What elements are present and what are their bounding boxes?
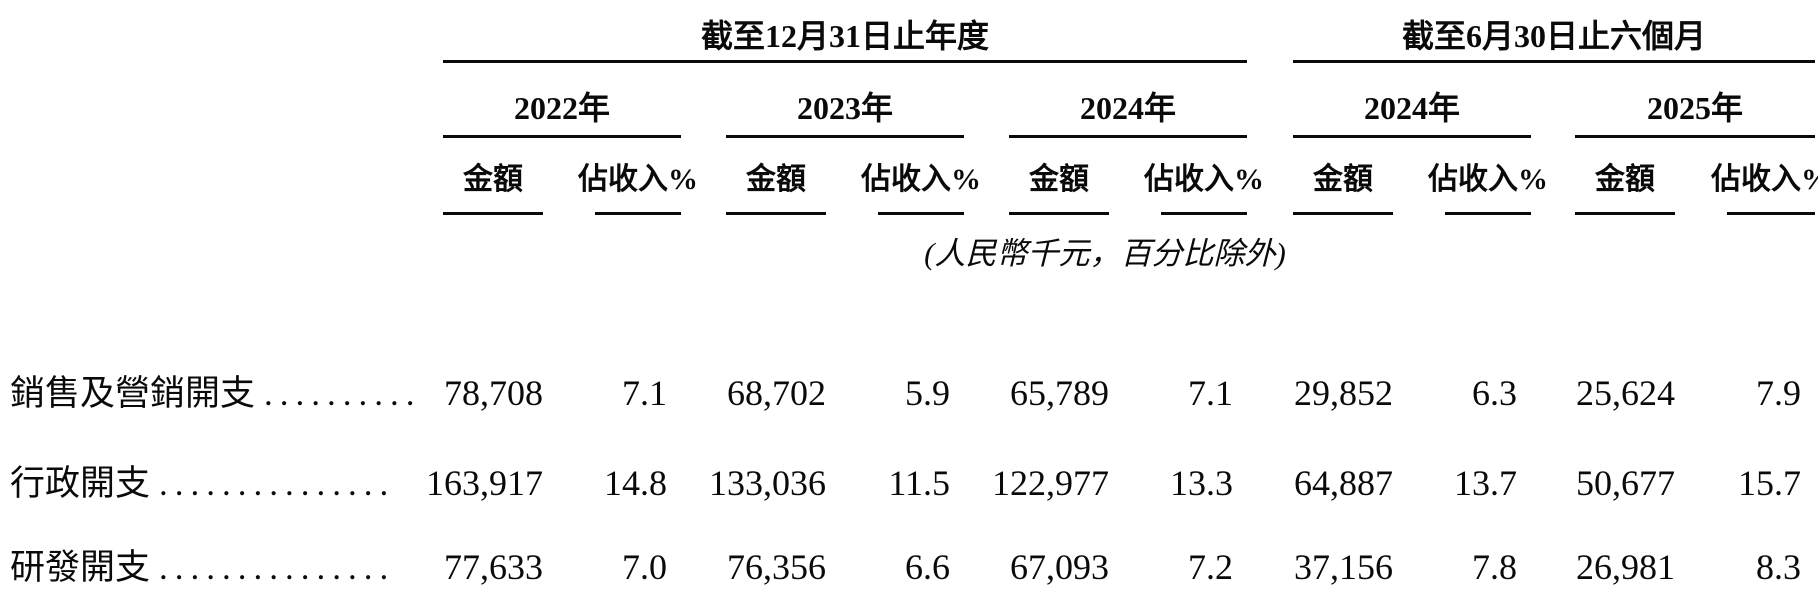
column-underline — [1727, 212, 1815, 215]
col-header-pct: 佔收入% — [1144, 163, 1264, 196]
column-underline — [878, 212, 964, 215]
column-underline — [1445, 212, 1531, 215]
pct-cell: 5.9 — [905, 373, 950, 413]
amount-cell: 67,093 — [1010, 547, 1109, 587]
year-header-2024: 2024年 — [1079, 90, 1176, 126]
amount-cell: 163,917 — [426, 463, 543, 503]
pct-cell: 13.3 — [1170, 463, 1233, 503]
expenses-table: 截至12月31日止年度 截至6月30日止六個月 2022年 2023年 2024… — [10, 18, 1818, 592]
amount-cell: 37,156 — [1294, 547, 1393, 587]
col-header-pct: 佔收入% — [1428, 163, 1548, 196]
table-row-label: 研發開支............... — [10, 542, 443, 592]
column-underline — [443, 212, 543, 215]
pct-cell: 7.8 — [1472, 547, 1517, 587]
amount-cell: 133,036 — [709, 463, 826, 503]
year-underline — [1575, 135, 1815, 138]
year-underline — [443, 135, 681, 138]
col-header-amount: 金額 — [1313, 163, 1373, 196]
amount-cell: 29,852 — [1294, 373, 1393, 413]
row-label-text: 行政開支 — [10, 463, 151, 503]
row-label-text: 銷售及營銷開支 — [10, 373, 256, 413]
group-header-annual: 截至12月31日止年度 — [700, 18, 989, 54]
group-rule-annual — [443, 60, 1247, 63]
amount-cell: 68,702 — [727, 373, 826, 413]
col-header-amount: 金額 — [1029, 163, 1089, 196]
col-header-amount: 金額 — [1595, 163, 1655, 196]
year-header-2022: 2022年 — [513, 90, 610, 126]
pct-cell: 7.9 — [1756, 373, 1801, 413]
col-header-amount: 金額 — [463, 163, 523, 196]
year-underline — [1009, 135, 1247, 138]
col-header-pct: 佔收入% — [1711, 163, 1818, 196]
pct-cell: 15.7 — [1738, 463, 1801, 503]
pct-cell: 8.3 — [1756, 547, 1801, 587]
amount-cell: 50,677 — [1576, 463, 1675, 503]
amount-cell: 76,356 — [727, 547, 826, 587]
pct-cell: 7.1 — [622, 373, 667, 413]
year-header-2024-interim: 2024年 — [1363, 90, 1460, 126]
group-rule-interim — [1293, 60, 1815, 63]
amount-cell: 122,977 — [992, 463, 1109, 503]
row-label-text: 研發開支 — [10, 547, 151, 587]
pct-cell: 7.2 — [1188, 547, 1233, 587]
table-row-label: 行政開支............... — [10, 458, 443, 508]
year-header-2023: 2023年 — [796, 90, 893, 126]
pct-cell: 6.3 — [1472, 373, 1517, 413]
pct-cell: 7.1 — [1188, 373, 1233, 413]
pct-cell: 7.0 — [622, 547, 667, 587]
column-underline — [726, 212, 826, 215]
year-header-2025: 2025年 — [1646, 90, 1743, 126]
amount-cell: 65,789 — [1010, 373, 1109, 413]
col-header-amount: 金額 — [746, 163, 806, 196]
dot-leader: ............... — [159, 547, 396, 587]
column-underline — [1009, 212, 1109, 215]
amount-cell: 26,981 — [1576, 547, 1675, 587]
year-underline — [726, 135, 964, 138]
column-underline — [1161, 212, 1247, 215]
table-row-label: 銷售及營銷開支.......... — [10, 368, 443, 418]
dot-leader: ............... — [159, 463, 396, 503]
amount-cell: 77,633 — [444, 547, 543, 587]
amount-cell: 25,624 — [1576, 373, 1675, 413]
unit-note: (人民幣千元，百分比除外) — [924, 235, 1286, 271]
pct-cell: 14.8 — [604, 463, 667, 503]
pct-cell: 13.7 — [1454, 463, 1517, 503]
group-header-interim: 截至6月30日止六個月 — [1401, 18, 1706, 54]
column-underline — [1575, 212, 1675, 215]
pct-cell: 6.6 — [905, 547, 950, 587]
column-underline — [595, 212, 681, 215]
dot-leader: .......... — [264, 373, 422, 413]
year-underline — [1293, 135, 1531, 138]
amount-cell: 64,887 — [1294, 463, 1393, 503]
col-header-pct: 佔收入% — [578, 163, 698, 196]
pct-cell: 11.5 — [888, 463, 950, 503]
amount-cell: 78,708 — [444, 373, 543, 413]
column-underline — [1293, 212, 1393, 215]
col-header-pct: 佔收入% — [861, 163, 981, 196]
